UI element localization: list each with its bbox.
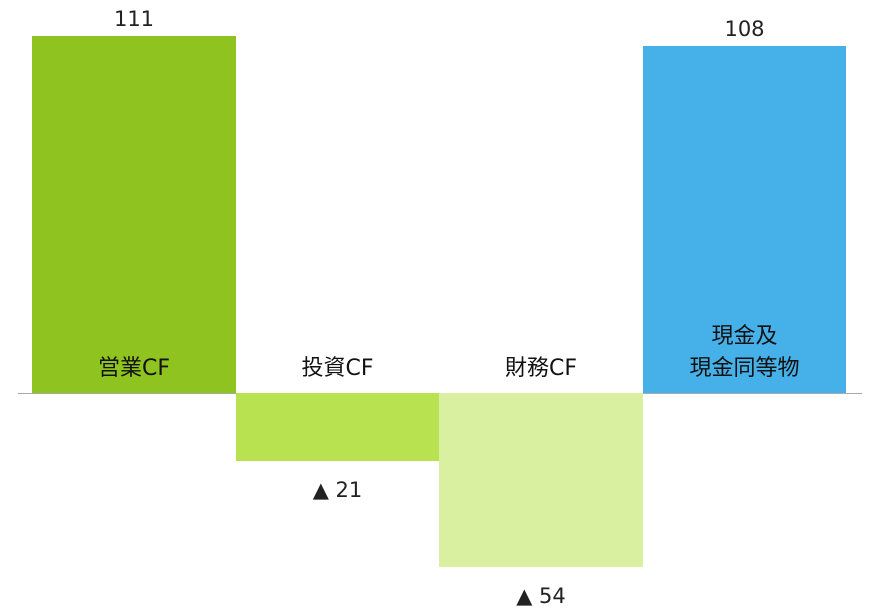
value-label: 108 [724,16,765,41]
value-label: 111 [113,7,155,32]
category-label: 投資CF [301,356,374,381]
category-label: 財務CF [504,356,578,381]
value-label: ▲ 54 [516,583,566,608]
category-label: 営業CF [97,356,171,381]
category-label: 現金及 現金同等物 [689,324,800,381]
value-label: ▲ 21 [312,477,363,502]
bar [439,393,643,567]
bar [642,45,846,393]
bar [235,393,439,461]
bar [32,36,236,393]
